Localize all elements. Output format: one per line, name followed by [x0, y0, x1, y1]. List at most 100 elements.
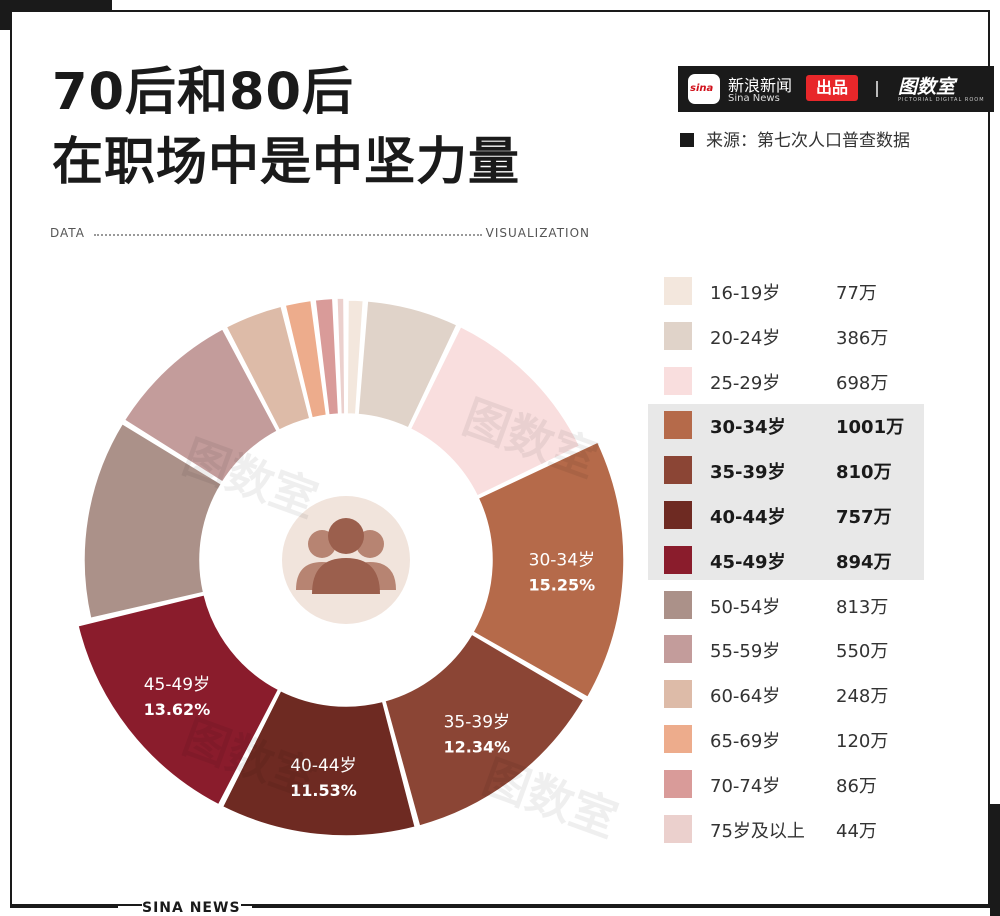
- source-text: 来源：第七次人口普查数据: [706, 131, 910, 151]
- legend-value: 120万: [836, 731, 889, 752]
- legend-swatch: [664, 725, 692, 753]
- legend-swatch: [664, 277, 692, 305]
- data-label: DATA: [50, 226, 85, 240]
- legend-value: 698万: [836, 372, 889, 394]
- visualization-label: VISUALIZATION: [485, 226, 590, 240]
- legend-item: 16-19岁 77万: [664, 277, 984, 317]
- legend-item: 55-59岁 550万: [664, 635, 984, 675]
- footer-rule: [252, 906, 990, 908]
- legend-value: 894万: [836, 551, 892, 573]
- legend-swatch: [664, 501, 692, 529]
- corner-mark: [990, 804, 1000, 916]
- legend-highlight-box: [648, 404, 924, 580]
- legend-label: 50-54岁: [710, 596, 781, 618]
- brand-bar: sina 新浪新闻 Sina News 出品 图数室 PICTORIAL DIG…: [678, 66, 994, 112]
- legend-item: 35-39岁 810万: [664, 456, 984, 496]
- legend-value: 248万: [836, 686, 889, 708]
- brand-sub: Sina News: [728, 93, 780, 104]
- donut-slice: [346, 299, 365, 416]
- legend-label: 75岁及以上: [710, 820, 805, 842]
- legend-item: 65-69岁 120万: [664, 725, 984, 765]
- donut-slice: [221, 689, 417, 837]
- legend-value: 86万: [836, 775, 877, 797]
- legend-label: 40-44岁: [710, 507, 786, 528]
- legend-item: 60-64岁 248万: [664, 680, 984, 720]
- source-square-icon: [680, 133, 694, 147]
- dotted-divider: [94, 234, 482, 236]
- footer-brand: SINA NEWS: [142, 900, 241, 916]
- legend-swatch: [664, 814, 692, 843]
- slice-percent: 15.25%: [529, 575, 596, 594]
- slice-percent: 11.53%: [290, 781, 357, 800]
- legend-swatch: [664, 456, 692, 485]
- legend-swatch: [664, 545, 692, 574]
- legend-value: 757万: [836, 507, 892, 528]
- data-visualization-row: DATA VISUALIZATION: [50, 226, 590, 242]
- logo-text: sina: [690, 83, 714, 94]
- produced-badge: 出品: [806, 75, 858, 101]
- donut-slice: [314, 297, 340, 416]
- donut-slice: [77, 593, 280, 806]
- donut-slice: [225, 305, 311, 432]
- legend-swatch: [664, 769, 692, 798]
- legend-label: 25-29岁: [710, 372, 781, 394]
- legend-label: 20-24岁: [710, 327, 781, 349]
- legend-item: 45-49岁 894万: [664, 545, 984, 586]
- source-note: 来源：第七次人口普查数据: [680, 126, 910, 151]
- tushi-logo: 图数室: [898, 76, 956, 98]
- donut-slice: [409, 325, 581, 498]
- title-line-2: 在职场中是中坚力量: [52, 133, 521, 192]
- corner-mark: [0, 0, 10, 30]
- title-line-1: 70后和80后: [52, 63, 354, 122]
- legend-label: 16-19岁: [710, 283, 781, 304]
- donut-slice: [357, 300, 458, 429]
- watermark: 图数室: [476, 750, 624, 848]
- legend-value: 550万: [836, 641, 889, 663]
- donut-slice: [83, 422, 223, 620]
- legend-item: 40-44岁 757万: [664, 501, 984, 541]
- slice-label: 45-49岁: [144, 675, 210, 695]
- legend-label: 45-49岁: [710, 551, 786, 573]
- donut-slice: [123, 327, 279, 484]
- legend-label: 35-39岁: [710, 462, 786, 484]
- legend-value: 810万: [836, 462, 892, 484]
- legend-label: 70-74岁: [710, 775, 781, 797]
- legend-label: 65-69岁: [710, 731, 781, 752]
- brand-separator: [876, 81, 878, 97]
- outer-frame: [10, 10, 990, 906]
- donut-slice: [471, 441, 625, 699]
- sina-logo-icon: sina: [688, 74, 720, 104]
- page-title: 70后和80后 在职场中是中坚力量: [52, 58, 520, 198]
- legend-item: 75岁及以上 44万: [664, 814, 984, 855]
- legend-label: 55-59岁: [710, 641, 781, 663]
- legend-item: 30-34岁 1001万: [664, 411, 984, 451]
- legend-value: 813万: [836, 596, 889, 618]
- donut-chart: 30-34岁 15.25% 35-39岁 12.34% 40-44岁 11.53% 45-4…: [77, 297, 625, 848]
- legend-value: 1001万: [836, 417, 905, 439]
- legend-item: 25-29岁 698万: [664, 366, 984, 407]
- slice-label: 35-39岁: [444, 713, 510, 733]
- donut-slice: [336, 297, 346, 415]
- slice-label: 40-44岁: [290, 756, 356, 776]
- legend-value: 386万: [836, 327, 889, 349]
- legend-item: 70-74岁 86万: [664, 769, 984, 810]
- legend-label: 60-64岁: [710, 686, 781, 708]
- legend-swatch: [664, 590, 692, 619]
- slice-label: 30-34岁: [529, 550, 595, 570]
- legend-swatch: [664, 680, 692, 709]
- brand-name: 新浪新闻: [728, 76, 793, 95]
- legend-swatch: [664, 411, 692, 440]
- legend-label: 30-34岁: [710, 417, 786, 439]
- legend-item: 20-24岁 386万: [664, 321, 984, 362]
- legend-value: 77万: [836, 283, 877, 304]
- legend-swatch: [664, 366, 692, 395]
- people-group-icon: [296, 518, 396, 594]
- legend-value: 44万: [836, 820, 877, 842]
- legend-swatch: [664, 635, 692, 664]
- corner-mark: [0, 0, 112, 10]
- donut-slice: [284, 299, 328, 419]
- slice-percent: 12.34%: [443, 738, 510, 757]
- legend-item: 50-54岁 813万: [664, 590, 984, 631]
- tushi-logo-sub: PICTORIAL DIGITAL ROOM: [898, 97, 985, 103]
- footer-rule: [10, 906, 118, 908]
